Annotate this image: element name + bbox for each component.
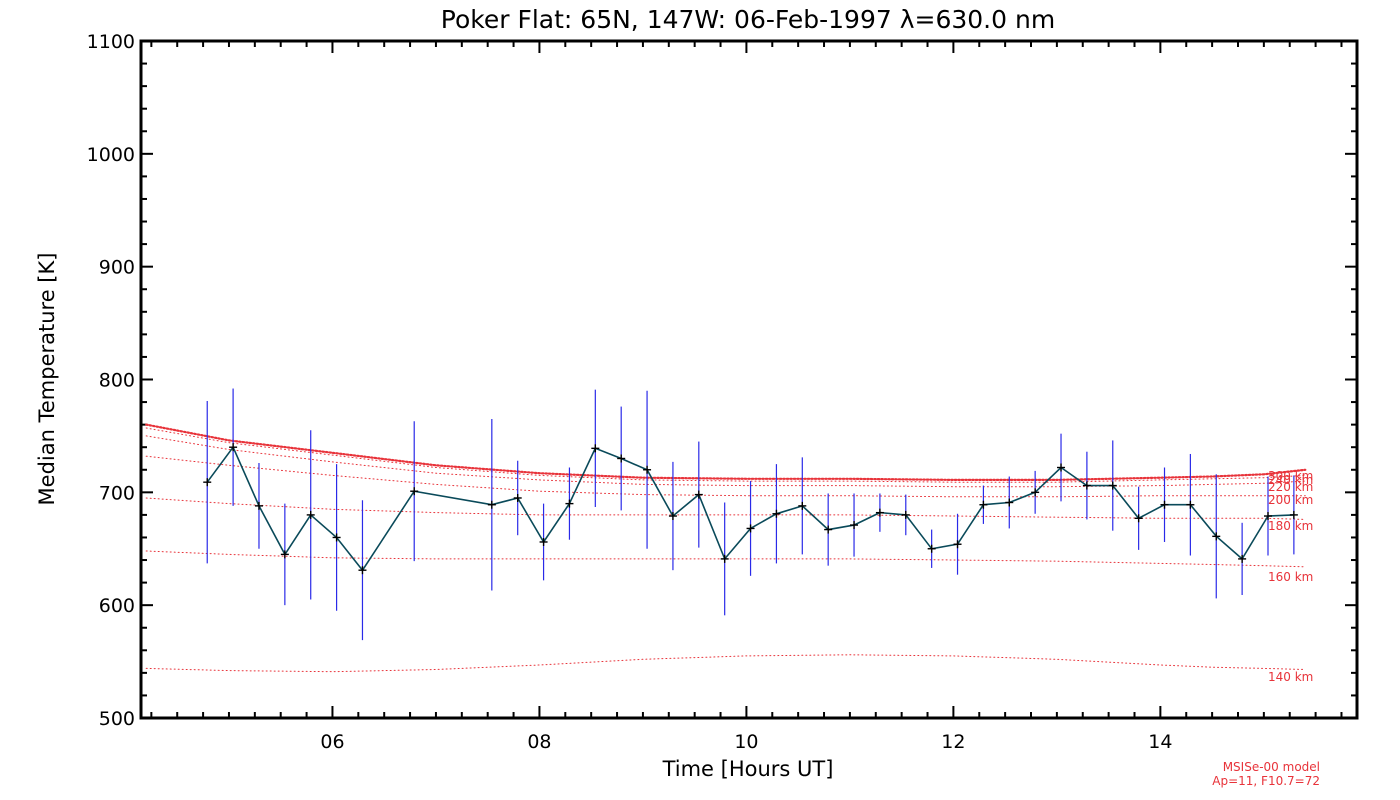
altitude-label: 220 km (1268, 480, 1313, 494)
data-point (1031, 488, 1040, 497)
y-tick-label: 700 (99, 482, 135, 504)
data-point (306, 510, 315, 519)
model-curve (145, 550, 1306, 568)
data-point (254, 501, 263, 510)
x-tick-labels: 06 08 10 12 14 (320, 731, 1172, 753)
y-tick-label: 600 (99, 595, 135, 617)
altitude-label: 180 km (1268, 519, 1313, 533)
measured-line (206, 445, 1294, 572)
data-point (824, 525, 833, 534)
data-point (229, 443, 238, 452)
error-bars (206, 388, 1295, 641)
altitude-label: 200 km (1268, 493, 1313, 507)
x-tick-label: 12 (941, 731, 965, 753)
data-point (1212, 532, 1221, 541)
data-point (617, 454, 626, 463)
model-curve (145, 654, 1306, 673)
altitude-label: 140 km (1268, 670, 1313, 684)
data-point (953, 540, 962, 549)
data-point (643, 465, 652, 474)
data-point (1160, 500, 1169, 509)
model-curve (145, 427, 1306, 483)
x-tick-label: 14 (1148, 731, 1172, 753)
altitude-label: 240 km (1268, 473, 1313, 487)
axis-ticks (141, 40, 1357, 719)
data-point (1186, 500, 1195, 509)
model-note-name: MSISe-00 model (1223, 760, 1320, 774)
model-curve (145, 435, 1306, 488)
data-point (901, 510, 910, 519)
x-tick-label: 10 (734, 731, 758, 753)
model-curves (145, 423, 1307, 673)
data-point (203, 478, 212, 487)
x-tick-label: 06 (320, 731, 344, 753)
data-point (875, 508, 884, 517)
data-point (850, 521, 859, 530)
data-point (487, 500, 496, 509)
plot-frame (139, 39, 1359, 720)
data-point (798, 501, 807, 510)
chart-title: Poker Flat: 65N, 147W: 06-Feb-1997 λ=630… (441, 5, 1055, 34)
data-point (927, 544, 936, 553)
data-point (1238, 554, 1247, 563)
data-point (1263, 512, 1272, 521)
x-tick-label: 08 (527, 731, 551, 753)
data-point (1057, 463, 1066, 472)
y-tick-label: 1100 (87, 31, 135, 53)
data-point (1005, 498, 1014, 507)
data-point (746, 524, 755, 533)
data-point (539, 537, 548, 546)
altitude-label: 160 km (1268, 570, 1313, 584)
data-point (1134, 514, 1143, 523)
data-point (694, 490, 703, 499)
measured-series (203, 443, 1298, 575)
data-point (280, 550, 289, 559)
y-tick-label: 800 (99, 370, 135, 392)
model-curve (145, 497, 1306, 520)
data-point (513, 493, 522, 502)
model-curve (145, 423, 1307, 481)
y-tick-label: 500 (99, 708, 135, 730)
data-point (1082, 481, 1091, 490)
altitude-label: 300 km (1268, 469, 1313, 483)
data-point (410, 487, 419, 496)
y-tick-label: 1000 (87, 144, 135, 166)
y-tick-labels: 500 600 700 800 900 1000 1100 (87, 31, 135, 730)
model-note-params: Ap=11, F10.7=72 (1212, 774, 1320, 788)
data-point (720, 554, 729, 563)
data-point (772, 509, 781, 518)
data-point (332, 533, 341, 542)
data-point (565, 499, 574, 508)
data-point (1289, 510, 1298, 519)
data-point (1108, 481, 1117, 490)
data-point (358, 566, 367, 575)
y-tick-label: 900 (99, 257, 135, 279)
data-point (591, 444, 600, 453)
data-point (668, 512, 677, 521)
y-axis-label: Median Temperature [K] (35, 253, 59, 506)
x-axis-label: Time [Hours UT] (662, 757, 834, 781)
model-curve (145, 455, 1306, 498)
data-point (979, 500, 988, 509)
